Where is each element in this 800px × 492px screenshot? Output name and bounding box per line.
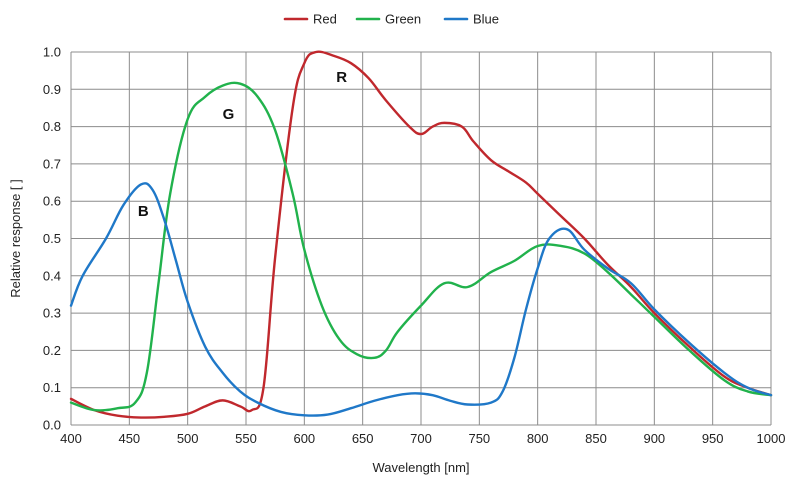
x-tick-label: 600 (293, 431, 315, 446)
series-line-blue (69, 182, 773, 417)
y-tick-label: 0.9 (43, 82, 61, 97)
x-tick-label: 550 (235, 431, 257, 446)
series-line-red (69, 50, 773, 419)
x-tick-label: 450 (118, 431, 140, 446)
x-tick-label: 750 (468, 431, 490, 446)
x-tick-label: 900 (643, 431, 665, 446)
legend-label-red: Red (313, 12, 337, 27)
x-tick-labels: 400 450 500 550 600 650 700 750 800 850 900 950 1000 (60, 431, 785, 446)
y-tick-label: 0.6 (43, 194, 61, 209)
y-tick-label: 0.8 (43, 119, 61, 134)
x-tick-label: 950 (702, 431, 724, 446)
x-tick-label: 850 (585, 431, 607, 446)
y-tick-label: 0.1 (43, 380, 61, 395)
x-tick-label: 700 (410, 431, 432, 446)
x-axis-title: Wavelength [nm] (372, 460, 469, 475)
axes (70, 52, 771, 426)
y-axis-title: Relative response [ ] (8, 179, 23, 298)
series-lines (69, 50, 773, 419)
y-tick-label: 0.3 (43, 306, 61, 321)
y-tick-label: 0.4 (43, 268, 61, 283)
y-tick-label: 0.5 (43, 231, 61, 246)
legend-label-green: Green (385, 12, 421, 27)
x-tick-label: 1000 (757, 431, 786, 446)
y-tick-label: 0.0 (43, 418, 61, 433)
x-tick-label: 400 (60, 431, 82, 446)
legend-label-blue: Blue (473, 12, 499, 27)
curve-annotations: B G R (138, 69, 347, 220)
x-tick-label: 500 (177, 431, 199, 446)
y-tick-label: 1.0 (43, 45, 61, 60)
grid-lines (71, 51, 772, 425)
annotation-g: G (223, 106, 235, 123)
x-tick-label: 650 (352, 431, 374, 446)
y-tick-label: 0.2 (43, 343, 61, 358)
y-tick-labels: 0.0 0.1 0.2 0.3 0.4 0.5 0.6 0.7 0.8 0.9 1.0 (43, 45, 61, 433)
x-tick-label: 800 (527, 431, 549, 446)
annotation-b: B (138, 203, 149, 220)
legend: Red Green Blue (283, 12, 499, 27)
y-tick-label: 0.7 (43, 156, 61, 171)
annotation-r: R (336, 69, 347, 86)
